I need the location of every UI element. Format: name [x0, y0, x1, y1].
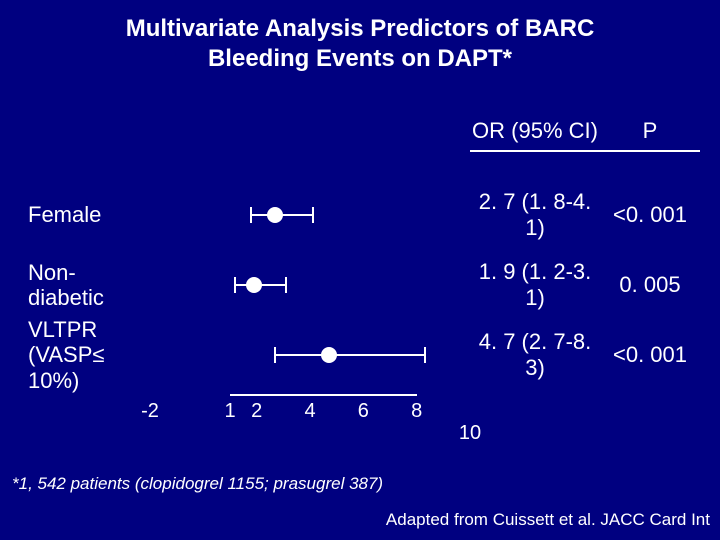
- table-header: OR (95% CI) P: [0, 100, 720, 170]
- point-estimate: [267, 207, 283, 223]
- tick-label: -2: [141, 400, 159, 423]
- tick-label: 1: [224, 400, 235, 423]
- tick-label: 10: [459, 422, 481, 445]
- tick-label: 6: [358, 400, 369, 423]
- forest-marker: [150, 320, 470, 390]
- table-row: Female 2. 7 (1. 8-4. 1)<0. 001: [0, 180, 720, 250]
- header-p: P: [600, 118, 700, 152]
- or-value: 4. 7 (2. 7-8. 3): [470, 329, 600, 382]
- forest-plot: OR (95% CI) P Female2. 7 (1. 8-4. 1)<0. …: [0, 100, 720, 424]
- ci-cap-high: [285, 277, 287, 293]
- citation: Adapted from Cuissett et al. JACC Card I…: [386, 510, 710, 530]
- forest-marker: [150, 250, 470, 320]
- ci-cap-low: [274, 347, 276, 363]
- point-estimate: [321, 347, 337, 363]
- or-value: 2. 7 (1. 8-4. 1): [470, 189, 600, 242]
- point-estimate: [246, 277, 262, 293]
- header-plot-col: [150, 100, 470, 170]
- chart-title: Multivariate Analysis Predictors of BARC…: [0, 0, 720, 74]
- row-label: Non-diabetic: [0, 260, 150, 311]
- ci-cap-high: [312, 207, 314, 223]
- tick-label: 4: [304, 400, 315, 423]
- table-row: VLTPR (VASP≤ 10%) 4. 7 (2. 7-8. 3)<0. 001: [0, 320, 720, 390]
- tick-label: 8: [411, 400, 422, 423]
- tick-label: 2: [251, 400, 262, 423]
- ci-cap-low: [234, 277, 236, 293]
- ci-line: [275, 354, 424, 356]
- x-axis: -21246810: [150, 394, 470, 424]
- title-line-1: Multivariate Analysis Predictors of BARC: [0, 14, 720, 44]
- x-axis-ticks: -21246810: [150, 394, 470, 424]
- p-value: <0. 001: [600, 342, 700, 368]
- ci-cap-low: [250, 207, 252, 223]
- row-label: VLTPR (VASP≤ 10%): [0, 317, 150, 393]
- footnote: *1, 542 patients (clopidogrel 1155; pras…: [12, 474, 432, 494]
- header-or: OR (95% CI): [470, 118, 600, 152]
- p-value: 0. 005: [600, 272, 700, 298]
- p-value: <0. 001: [600, 202, 700, 228]
- or-value: 1. 9 (1. 2-3. 1): [470, 259, 600, 312]
- row-label: Female: [0, 202, 150, 227]
- title-line-2: Bleeding Events on DAPT*: [0, 44, 720, 74]
- forest-marker: [150, 180, 470, 250]
- table-row: Non-diabetic 1. 9 (1. 2-3. 1)0. 005: [0, 250, 720, 320]
- ci-cap-high: [424, 347, 426, 363]
